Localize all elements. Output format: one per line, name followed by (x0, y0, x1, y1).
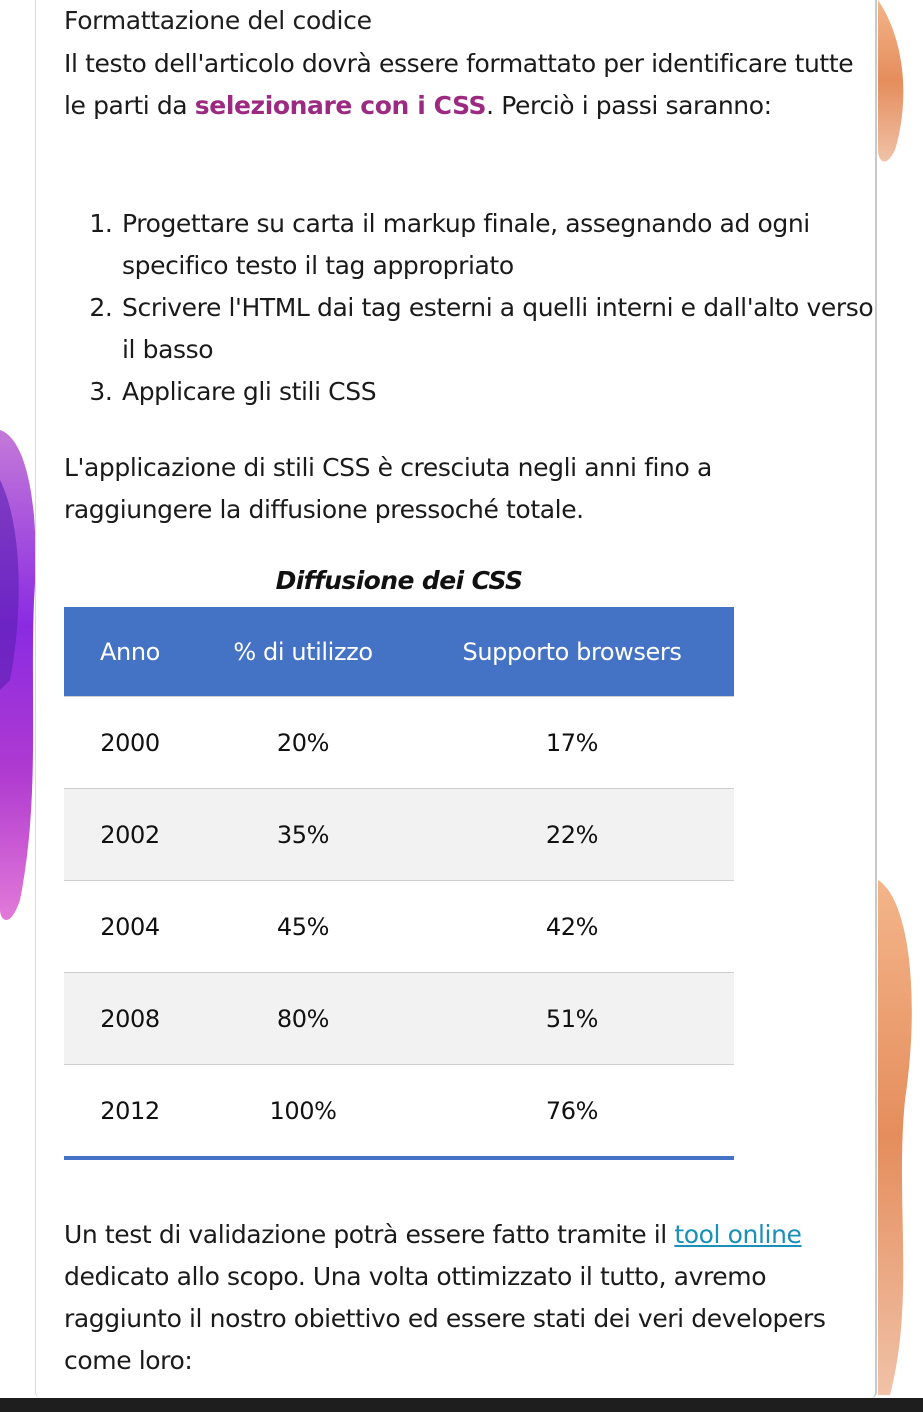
closing-paragraph: Un test di validazione potrà essere fatt… (64, 1214, 864, 1382)
cell-usage: 45% (196, 880, 410, 973)
css-selector-link[interactable]: selezionare con i CSS (194, 91, 487, 120)
tool-online-link[interactable]: tool online (674, 1220, 802, 1249)
header-browser-support: Supporto browsers (410, 607, 734, 697)
table-row: 2004 45% 42% (64, 880, 734, 973)
list-item: Progettare su carta il markup finale, as… (120, 203, 880, 287)
cell-support: 17% (410, 696, 734, 789)
intro-paragraph: Il testo dell'articolo dovrà essere form… (64, 43, 864, 127)
table-row: 2000 20% 17% (64, 696, 734, 789)
css-diffusion-table: Anno % di utilizzo Supporto browsers 200… (64, 607, 734, 1160)
cell-support: 22% (410, 788, 734, 881)
closing-text-end: dedicato allo scopo. Una volta ottimizza… (64, 1262, 826, 1375)
cell-year: 2008 (64, 972, 196, 1065)
cell-usage: 20% (196, 696, 410, 789)
cell-usage: 100% (196, 1064, 410, 1160)
header-year: Anno (64, 607, 196, 697)
cell-usage: 35% (196, 788, 410, 881)
closing-text: Un test di validazione potrà essere fatt… (64, 1220, 675, 1249)
table-row: 2002 35% 22% (64, 788, 734, 881)
table-row: 2012 100% 76% (64, 1064, 734, 1160)
window-bottom-bar (0, 1398, 923, 1412)
cell-year: 2002 (64, 788, 196, 881)
table-header-row: Anno % di utilizzo Supporto browsers (64, 607, 734, 697)
intro-text: Il testo dell'articolo dovrà essere form… (64, 49, 854, 120)
cell-usage: 80% (196, 972, 410, 1065)
css-growth-paragraph: L'applicazione di stili CSS è cresciuta … (64, 453, 712, 524)
table-row: 2008 80% 51% (64, 972, 734, 1065)
cell-support: 42% (410, 880, 734, 973)
cell-support: 51% (410, 972, 734, 1065)
header-usage: % di utilizzo (196, 607, 410, 697)
list-item: Scrivere l'HTML dai tag esterni a quelli… (120, 287, 880, 371)
article-card: Formattazione del codice Il testo dell'a… (35, 0, 877, 1398)
intro-text-end: . Perciò i passi saranno: (486, 91, 772, 120)
cell-year: 2004 (64, 880, 196, 973)
cell-year: 2012 (64, 1064, 196, 1160)
list-item: Applicare gli stili CSS (120, 371, 880, 413)
cell-year: 2000 (64, 696, 196, 789)
cell-support: 76% (410, 1064, 734, 1160)
table-caption: Diffusione dei CSS (275, 566, 523, 595)
steps-list: Progettare su carta il markup finale, as… (64, 203, 880, 413)
section-title: Formattazione del codice (64, 6, 372, 35)
